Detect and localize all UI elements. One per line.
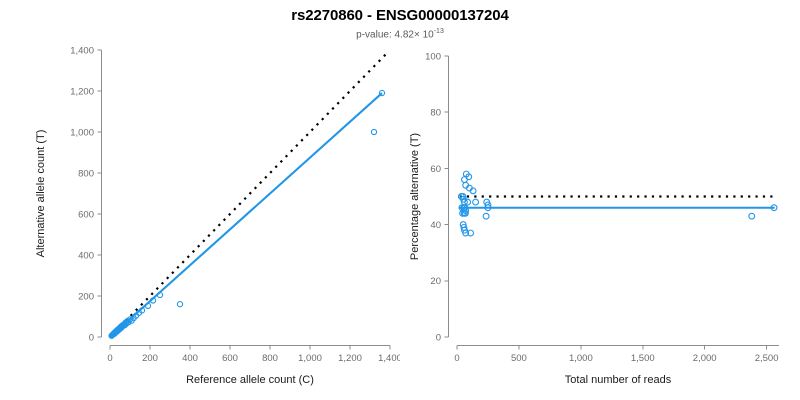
x-tick-label: 1,000	[298, 353, 322, 364]
y-tick-label: 80	[430, 108, 441, 119]
x-tick-label: 1,400	[378, 353, 400, 364]
scatter-plot-allele-counts: 0 200 400 600 800 1,000 1,200 1,400 0 200 400 600 80…	[35, 45, 400, 386]
data-point	[378, 89, 386, 97]
x-tick-label: 0	[454, 353, 459, 364]
page-title: rs2270860 - ENSG00000137204	[291, 7, 509, 24]
x-tick-label: 0	[107, 353, 112, 364]
data-point	[149, 297, 157, 304]
x-tick-label: 2,000	[693, 353, 717, 364]
y-tick-label: 800	[78, 168, 94, 179]
x-tick-label: 600	[222, 353, 238, 364]
pvalue-prefix: p-value: 4.82	[356, 29, 414, 41]
x-axis-title: Total number of reads	[565, 374, 672, 386]
pvalue-subtitle: p-value: 4.82× 10-13	[0, 28, 800, 40]
y-axis-title: Alternative allele count (T)	[35, 130, 47, 258]
y-tick-label: 1,400	[70, 45, 94, 56]
data-point	[461, 209, 469, 217]
y-tick-label: 60	[430, 164, 441, 175]
data-point	[482, 212, 490, 220]
panel-percentage-alternative: 0 20 40 60 80 100 0 500 1,000 1,500 2,000 2,500 Tota…	[400, 0, 800, 400]
y-tick-label: 1,000	[70, 127, 94, 138]
data-point	[465, 173, 473, 181]
y-tick-label: 100	[425, 51, 441, 62]
data-point	[126, 316, 134, 323]
data-point	[472, 198, 480, 206]
data-point	[484, 201, 492, 209]
x-tick-label: 800	[262, 353, 278, 364]
data-point	[467, 229, 475, 237]
data-point	[748, 212, 756, 220]
data-point	[144, 302, 152, 309]
y-tick-label: 1,200	[70, 86, 94, 97]
data-point	[464, 198, 472, 206]
y-tick-label: 0	[89, 332, 94, 343]
pvalue-times: × 10	[413, 29, 434, 41]
data-point	[138, 307, 146, 314]
y-tick-label: 400	[78, 250, 94, 261]
x-tick-label: 1,000	[569, 353, 593, 364]
data-point	[484, 204, 492, 212]
y-tick-label: 600	[78, 209, 94, 220]
fit-line	[109, 92, 383, 338]
x-tick-label: 2,500	[755, 353, 779, 364]
x-tick-label: 400	[182, 353, 198, 364]
x-axis-title: Reference allele count (C)	[186, 374, 314, 386]
y-tick-label: 200	[78, 291, 94, 302]
y-tick-label: 0	[436, 332, 441, 343]
data-point	[770, 204, 778, 212]
y-axis-title: Percentage alternative (T)	[409, 133, 421, 260]
x-tick-label: 200	[142, 353, 158, 364]
x-tick-label: 1,500	[631, 353, 655, 364]
data-point	[462, 229, 470, 237]
data-point	[156, 291, 164, 299]
data-point	[370, 128, 378, 136]
data-point	[469, 187, 477, 195]
y-tick-label: 20	[430, 276, 441, 287]
y-tick-label: 40	[430, 220, 441, 231]
data-point	[176, 301, 184, 308]
x-tick-label: 1,200	[338, 353, 362, 364]
x-tick-label: 500	[511, 353, 527, 364]
panel-allele-counts: 0 200 400 600 800 1,000 1,200 1,400 0 200 400 600 80…	[35, 45, 400, 386]
pvalue-exponent: -13	[433, 28, 444, 35]
scatter-plot-percentage-alternative: 0 20 40 60 80 100 0 500 1,000 1,500 2,000 2,500 Tota…	[409, 51, 779, 386]
reference-line	[109, 51, 389, 338]
